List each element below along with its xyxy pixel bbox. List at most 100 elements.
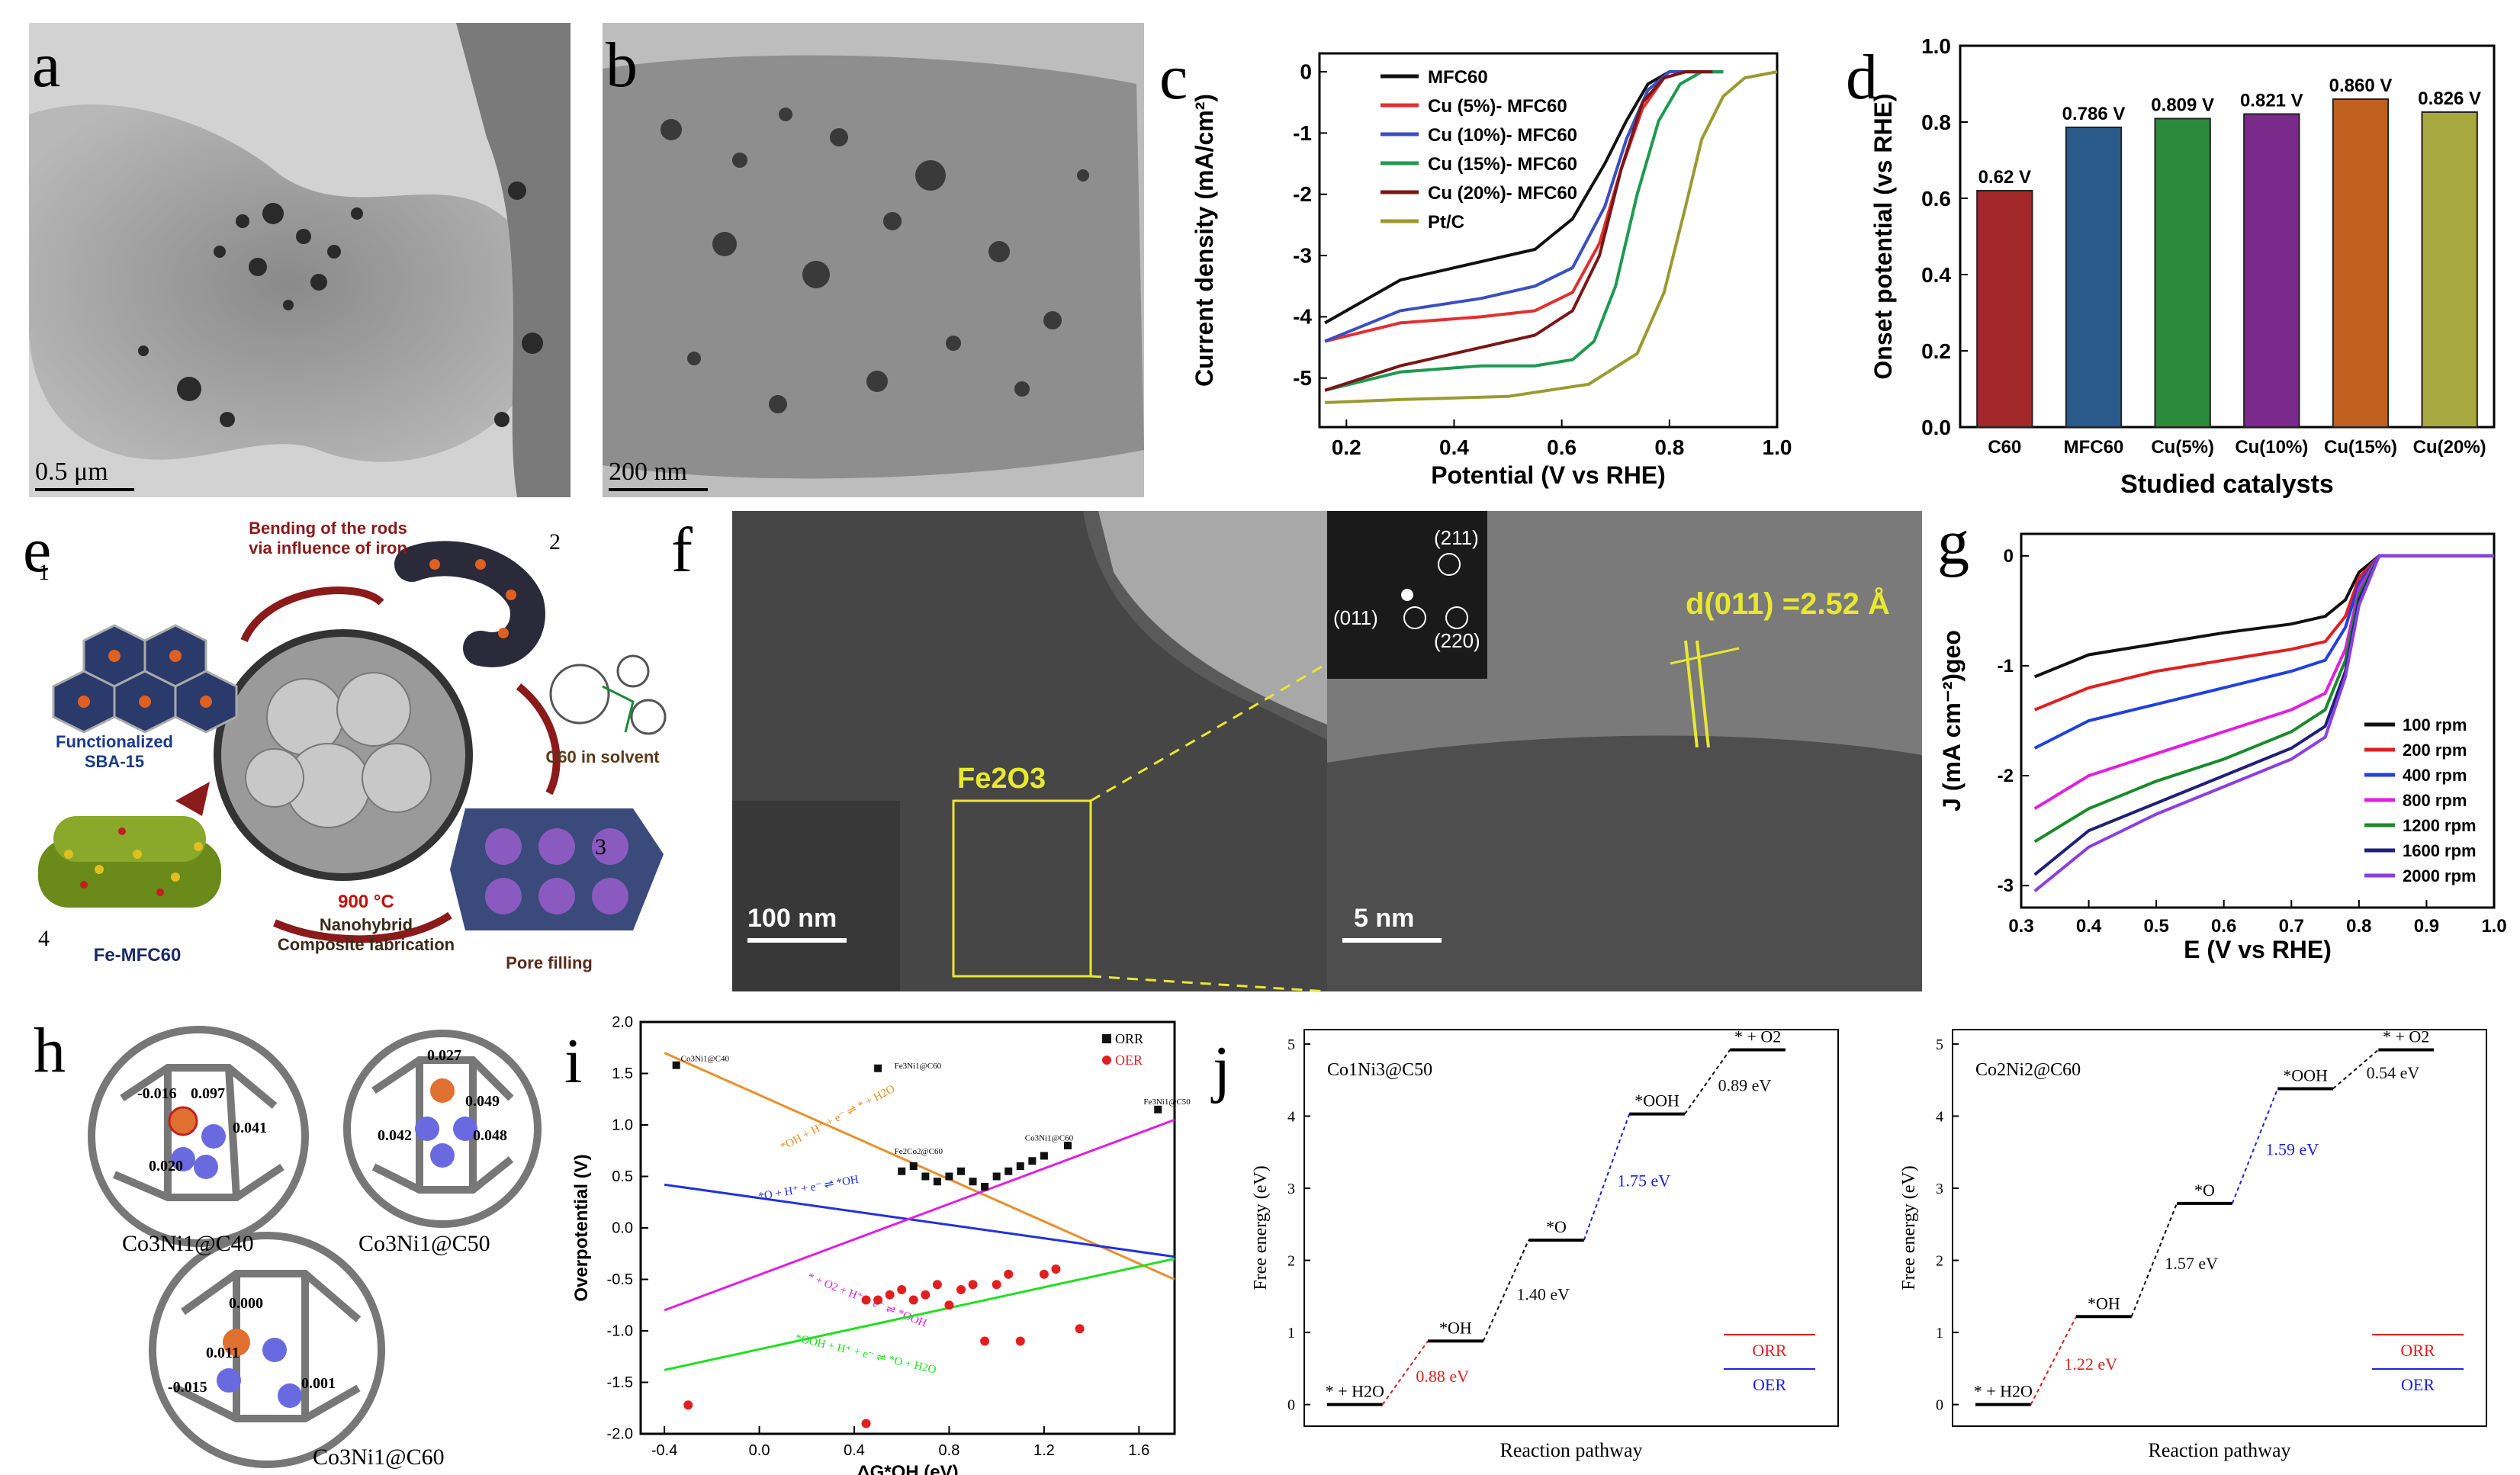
step-gap-label: 1.75 eV: [1618, 1171, 1671, 1190]
panel-f-hrtem: f Fe2O3 d(011) =2.52 Å 100 nm 5 nm (211)…: [671, 511, 1930, 999]
x-tick-label: -0.4: [651, 1442, 677, 1459]
y-tick-label: 1: [1936, 1325, 1943, 1342]
plot-frame: [1959, 44, 2496, 429]
y-tick-label: -0.5: [607, 1271, 633, 1288]
text-line: SBA-15: [85, 752, 144, 771]
oer-point: [980, 1336, 990, 1346]
legend-label: Cu (20%)- MFC60: [1428, 183, 1577, 204]
trend-line-label: *O + H⁺ + e⁻ ⇌ *OH: [757, 1174, 860, 1203]
x-axis-label: E (V vs RHE): [2184, 936, 2332, 963]
y-tick-label: -1: [1293, 121, 1312, 145]
y-axis-label: Free energy (eV): [1251, 1165, 1271, 1290]
fft-spot-011: (011): [1333, 606, 1378, 629]
trend-line: [664, 1183, 1175, 1258]
cluster-c60: [217, 1329, 302, 1408]
free-energy-chart-j1: 0 1 2 3 4 5 Reaction pathway Free energy (eV) Co…: [1251, 1027, 1839, 1461]
y-tick-label: -1.0: [607, 1323, 633, 1340]
oer-point: [885, 1290, 895, 1300]
x-tick-label: Cu(20%): [2413, 437, 2486, 458]
panel-e-schematic: e: [23, 519, 694, 991]
oer-point: [908, 1295, 918, 1305]
y-tick-label: 0.4: [1921, 263, 1951, 287]
charge-c60-1: 0.000: [229, 1295, 263, 1312]
oer-point: [861, 1295, 871, 1305]
y-tick-label: 0: [2004, 546, 2014, 567]
y-tick-label: 0: [1936, 1397, 1943, 1414]
panel-label-h: h: [34, 1015, 66, 1086]
trend-line: [664, 1052, 1175, 1281]
oer-point: [873, 1295, 883, 1305]
step-gap-label: 1.40 eV: [1516, 1284, 1570, 1303]
scale-bar-b: 200 nm: [609, 458, 708, 491]
step-2: 2: [549, 529, 561, 554]
transition-line: [1381, 1340, 1429, 1406]
y-axis-label: Current density (mA/cm²): [1191, 94, 1218, 387]
x-tick-label: 0.5: [2143, 916, 2168, 937]
legend-orr-label: ORR: [1115, 1031, 1143, 1046]
y-axis-label: J (mA cm⁻²)geo: [1938, 630, 1966, 811]
x-tick-label: 0.6: [1547, 435, 1577, 459]
y-tick-label: 5: [1287, 1036, 1295, 1053]
step-label: *OH: [2088, 1293, 2120, 1313]
panel-i-chart: i -0.4 0.0 0.4 0.8 1.2 1.6 2.0 1.5 1.0 0.5 0.0 -0.5…: [564, 1007, 1205, 1475]
text-line: Functionalized: [56, 732, 173, 751]
onset-bar-chart-d: 0.0 0.2 0.4 0.6 0.8 1.0 0.62 V C60 0.786 V MFC60 0…: [1869, 34, 2496, 499]
oer-point: [1039, 1269, 1049, 1279]
bent-rods-icon: [394, 541, 545, 667]
x-axis-label: Potential (V vs RHE): [1431, 461, 1666, 489]
y-tick-label: -2: [1998, 766, 2014, 786]
oer-point: [992, 1280, 1001, 1290]
series-line: [2033, 554, 2494, 679]
y-tick-label: -2.0: [607, 1426, 633, 1443]
panel-g-chart: g 0.3 0.4 0.5 0.6 0.7 0.8 0.9 1.0 0 -1 -2 -3 E (V vs…: [1930, 503, 2520, 999]
y-tick-label: 1.5: [612, 1065, 633, 1082]
orr-point: [933, 1178, 941, 1186]
panel-label-e: e: [23, 519, 52, 586]
step-gap-label: 1.59 eV: [2266, 1140, 2319, 1159]
scale-bar-a-line: [35, 488, 134, 491]
y-tick-label: 0.6: [1921, 187, 1951, 210]
charge-c50-1: 0.027: [427, 1047, 461, 1064]
y-tick-label: 5: [1936, 1036, 1943, 1053]
orr-point: [1064, 1142, 1072, 1149]
text-line: Composite fabrication: [278, 935, 455, 954]
plot-frame: [1303, 1029, 1839, 1427]
name-c60: Co3Ni1@C60: [313, 1444, 445, 1470]
cage-c50: [343, 1030, 542, 1228]
bar-value-label: 0.821 V: [2240, 91, 2303, 111]
transition-line: [1583, 1113, 1631, 1241]
oer-point: [944, 1300, 954, 1310]
charge-c50-2: 0.049: [465, 1093, 500, 1110]
fe-mfc60-icon: [38, 816, 221, 908]
charge-c40-1: -0.016: [137, 1085, 177, 1102]
hrtem-image: [732, 511, 1922, 993]
oer-point: [897, 1285, 907, 1294]
legend-oer-label: OER: [2401, 1375, 2435, 1394]
c60-label: C60 in solvent: [545, 747, 660, 766]
series-line: [1324, 70, 1724, 343]
panel-label-b: b: [606, 30, 638, 101]
x-tick-label: 1.0: [2481, 916, 2506, 937]
oer-point: [956, 1285, 966, 1294]
y-tick-label: -1.5: [607, 1374, 633, 1391]
y-tick-label: -3: [1998, 876, 2014, 896]
legend-label: 100 rpm: [2403, 715, 2467, 734]
y-axis-label: Overpotential (V): [571, 1154, 592, 1301]
scale-right-label: 5 nm: [1354, 904, 1415, 933]
plot-frame: [1318, 52, 1779, 429]
point-annotation: Co3Ni1@C60: [1025, 1133, 1074, 1142]
x-axis-label: Reaction pathway: [2149, 1439, 2291, 1461]
bar: [2154, 117, 2211, 428]
volcano-chart-i: -0.4 0.0 0.4 0.8 1.2 1.6 2.0 1.5 1.0 0.5 0.0 -0.5 -1…: [571, 1014, 1191, 1475]
legend-orr-marker: [1102, 1034, 1111, 1043]
charge-c40-3: 0.041: [233, 1120, 267, 1136]
scale-left-label: 100 nm: [747, 904, 837, 933]
step-label: *O: [1546, 1217, 1567, 1236]
x-tick-label: Cu(10%): [2235, 437, 2308, 458]
oer-point: [921, 1290, 931, 1300]
temp-label: 900 °C: [338, 892, 394, 912]
x-tick-label: 0.7: [2279, 916, 2304, 937]
step-label: *OOH: [1634, 1091, 1679, 1110]
name-c40: Co3Ni1@C40: [122, 1231, 254, 1256]
legend-oer-marker: [1102, 1056, 1111, 1065]
